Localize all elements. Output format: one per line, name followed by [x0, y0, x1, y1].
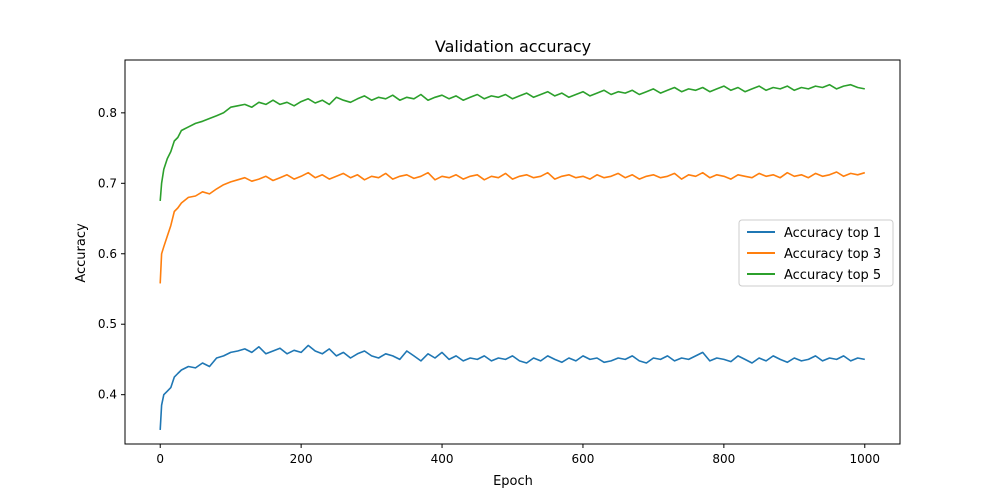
plot-frame [124, 59, 901, 445]
legend-label: Accuracy top 3 [784, 247, 881, 262]
x-axis-title: Epoch [493, 474, 533, 489]
x-tick-label: 400 [431, 452, 454, 466]
legend-box [738, 219, 894, 287]
y-tick-label: 0.6 [98, 247, 117, 261]
x-tick-label: 600 [572, 452, 595, 466]
x-tick-label: 0 [156, 452, 164, 466]
legend: Accuracy top 1 Accuracy top 3 Accuracy top… [738, 219, 894, 287]
series-line-top-5 [159, 83, 865, 201]
y-axis: 0.4 0.5 0.6 0.7 0.8 [98, 106, 125, 402]
y-tick-label: 0.4 [98, 388, 117, 402]
y-tick-label: 0.8 [98, 106, 117, 120]
y-tick-label: 0.5 [98, 317, 117, 331]
chart-title: Validation accuracy [435, 37, 591, 56]
y-tick-label: 0.7 [98, 176, 117, 190]
x-tick-label: 1000 [849, 452, 880, 466]
legend-label: Accuracy top 5 [784, 268, 881, 283]
y-axis-title: Accuracy [74, 223, 89, 283]
series-line-top-1 [159, 344, 865, 430]
series-group [159, 83, 866, 430]
x-tick-label: 800 [712, 452, 735, 466]
x-tick-label: 200 [290, 452, 313, 466]
series-line-top-3 [159, 171, 866, 284]
x-axis: 0 200 400 600 800 1000 [156, 444, 880, 466]
legend-label: Accuracy top 1 [784, 226, 881, 241]
